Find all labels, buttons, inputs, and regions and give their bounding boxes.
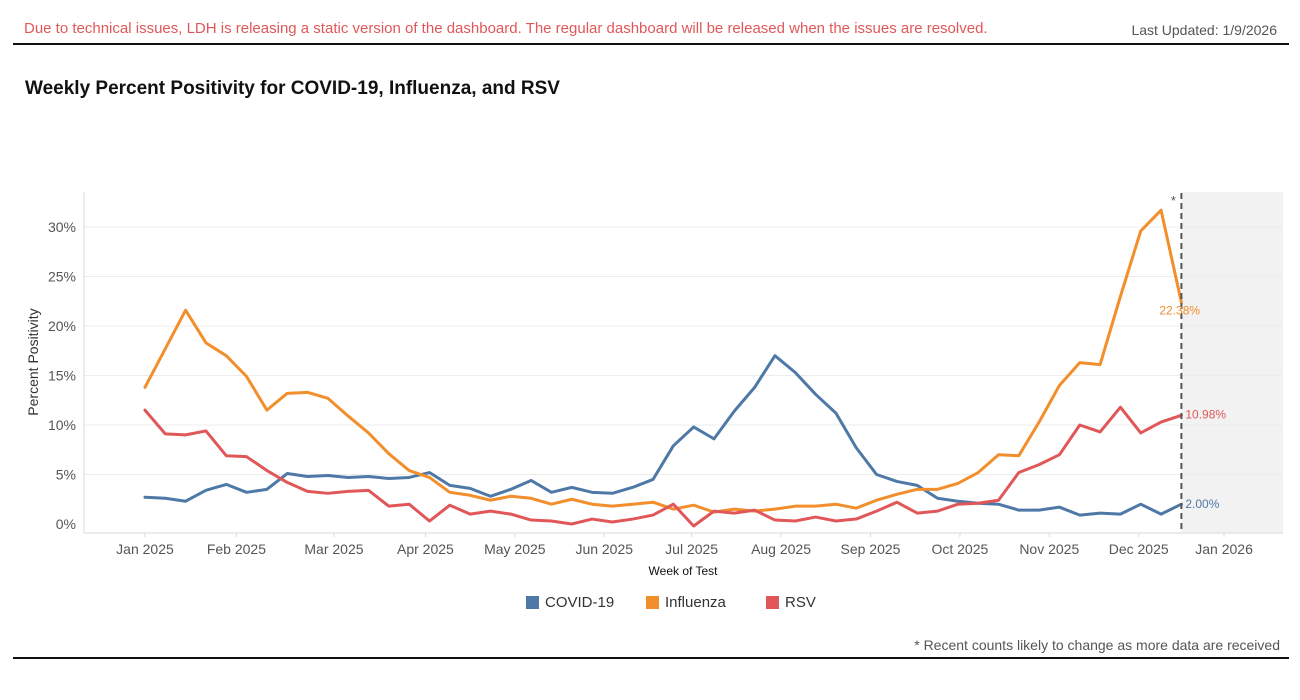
legend-item-influenza[interactable]: Influenza [646, 594, 726, 611]
y-tick-label: 20% [48, 318, 76, 334]
x-tick-label: Jul 2025 [665, 541, 718, 557]
legend-item-covid[interactable]: COVID-19 [526, 594, 614, 611]
legend-label-influenza: Influenza [665, 594, 726, 611]
x-tick-label: May 2025 [484, 541, 546, 557]
x-tick-label: Jun 2025 [575, 541, 633, 557]
legend-swatch-rsv [766, 596, 779, 609]
bottom-divider [13, 657, 1289, 659]
y-tick-label: 10% [48, 417, 76, 433]
chart-legend: COVID-19 Influenza RSV [0, 594, 1300, 614]
legend-item-rsv[interactable]: RSV [766, 594, 816, 611]
covid-line [143, 354, 1183, 517]
x-tick-label: Apr 2025 [397, 541, 454, 557]
x-tick-label: Sep 2025 [840, 541, 900, 557]
influenza-line [143, 208, 1183, 514]
legend-swatch-influenza [646, 596, 659, 609]
legend-swatch-covid [526, 596, 539, 609]
top-divider [13, 43, 1289, 45]
y-tick-label: 5% [56, 467, 76, 483]
recent-counts-footnote: * Recent counts likely to change as more… [914, 637, 1280, 653]
x-tick-label: Jan 2025 [116, 541, 174, 557]
x-tick-label: Jan 2026 [1195, 541, 1253, 557]
y-axis-title: Percent Positivity [25, 308, 41, 415]
legend-label-rsv: RSV [785, 594, 816, 611]
covid-end-label: 2.00% [1185, 497, 1219, 511]
last-updated-text: Last Updated: 1/9/2026 [1131, 22, 1277, 38]
recent-data-shading [1181, 192, 1283, 533]
x-tick-label: Dec 2025 [1109, 541, 1169, 557]
x-tick-label: Nov 2025 [1019, 541, 1079, 557]
x-axis-title: Week of Test [649, 564, 719, 578]
x-tick-label: Aug 2025 [751, 541, 811, 557]
y-tick-label: 25% [48, 269, 76, 285]
y-tick-label: 0% [56, 516, 76, 532]
x-tick-label: Mar 2025 [304, 541, 363, 557]
rsv-end-label: 10.98% [1185, 407, 1226, 421]
legend-label-covid: COVID-19 [545, 594, 615, 611]
recent-data-asterisk: * [1171, 193, 1176, 208]
rsv-line [143, 405, 1183, 528]
x-tick-label: Feb 2025 [207, 541, 266, 557]
x-tick-label: Oct 2025 [931, 541, 988, 557]
influenza-end-label: 22.38% [1159, 303, 1200, 317]
static-dashboard-notice: Due to technical issues, LDH is releasin… [24, 20, 988, 37]
chart-title: Weekly Percent Positivity for COVID-19, … [25, 78, 560, 99]
y-tick-label: 30% [48, 219, 76, 235]
y-tick-label: 15% [48, 368, 76, 384]
